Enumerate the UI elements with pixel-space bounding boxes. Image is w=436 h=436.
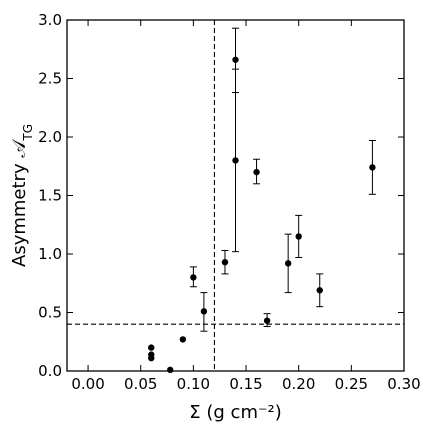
data-point [148,344,155,351]
data-point [232,157,239,164]
y-tick-label: 1.5 [38,187,62,205]
x-tick-label: 0.05 [124,375,157,393]
y-axis-label: Asymmetry 𝒜TG [9,124,35,267]
y-tick-label: 1.0 [38,245,62,263]
data-point [263,317,271,324]
y-tick-label: 3.0 [38,11,62,29]
x-axis-label: Σ (g cm⁻²) [189,402,281,423]
data-point [221,258,229,266]
data-point [284,260,292,267]
data-point [295,233,302,240]
y-tick-label: 2.0 [38,128,62,146]
data-point [253,168,260,176]
y-tick-label: 2.5 [38,70,62,88]
data-point [190,274,197,281]
y-tick-label: 0.5 [38,304,62,322]
data-point [200,308,208,315]
x-tick-label: 0.15 [229,375,262,393]
error-bars [189,27,376,332]
reference-lines [67,20,404,371]
data-point [179,336,187,343]
data-point [148,354,155,362]
y-tick-label: 0.0 [38,362,62,380]
x-tick-label: 0.30 [387,375,420,393]
data-point [316,287,323,294]
data-point [167,366,174,374]
y-tick-labels: 0.0 0.5 1.0 1.5 2.0 2.5 3.0 [38,11,62,380]
x-tick-label: 0.00 [71,375,104,393]
y-axis-label-main: Asymmetry 𝒜 [9,139,30,267]
data-point [232,56,239,63]
x-tick-label: 0.20 [282,375,315,393]
x-tick-labels: 0.00 0.05 0.10 0.15 0.20 0.25 0.30 [71,375,420,393]
data-points [148,56,376,374]
plot-frame [66,19,405,372]
y-axis-label-subscript: TG [21,124,35,142]
x-tick-label: 0.10 [177,375,210,393]
x-tick-label: 0.25 [335,375,368,393]
data-point [369,164,376,171]
